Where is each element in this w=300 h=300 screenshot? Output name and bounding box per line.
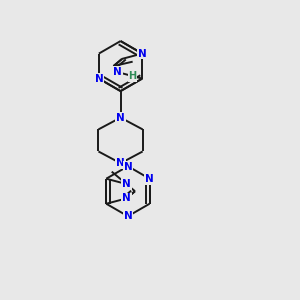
Text: N: N: [122, 179, 131, 189]
Text: N: N: [124, 162, 132, 172]
Text: N: N: [145, 174, 154, 184]
Text: N: N: [113, 67, 122, 77]
Text: N: N: [116, 158, 125, 168]
Text: N: N: [124, 211, 132, 221]
Text: N: N: [138, 49, 147, 58]
Text: N: N: [122, 194, 131, 203]
Text: N: N: [116, 112, 125, 123]
Text: N: N: [94, 74, 103, 84]
Text: H: H: [128, 71, 136, 81]
